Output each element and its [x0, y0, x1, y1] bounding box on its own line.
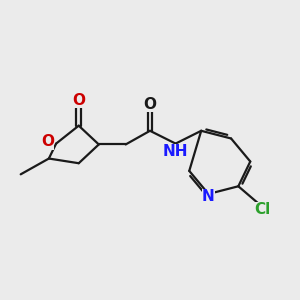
Text: O: O: [41, 134, 54, 149]
Text: O: O: [72, 93, 85, 108]
Text: O: O: [143, 97, 157, 112]
Text: NH: NH: [163, 144, 188, 159]
Text: Cl: Cl: [254, 202, 270, 217]
Text: N: N: [202, 189, 215, 204]
